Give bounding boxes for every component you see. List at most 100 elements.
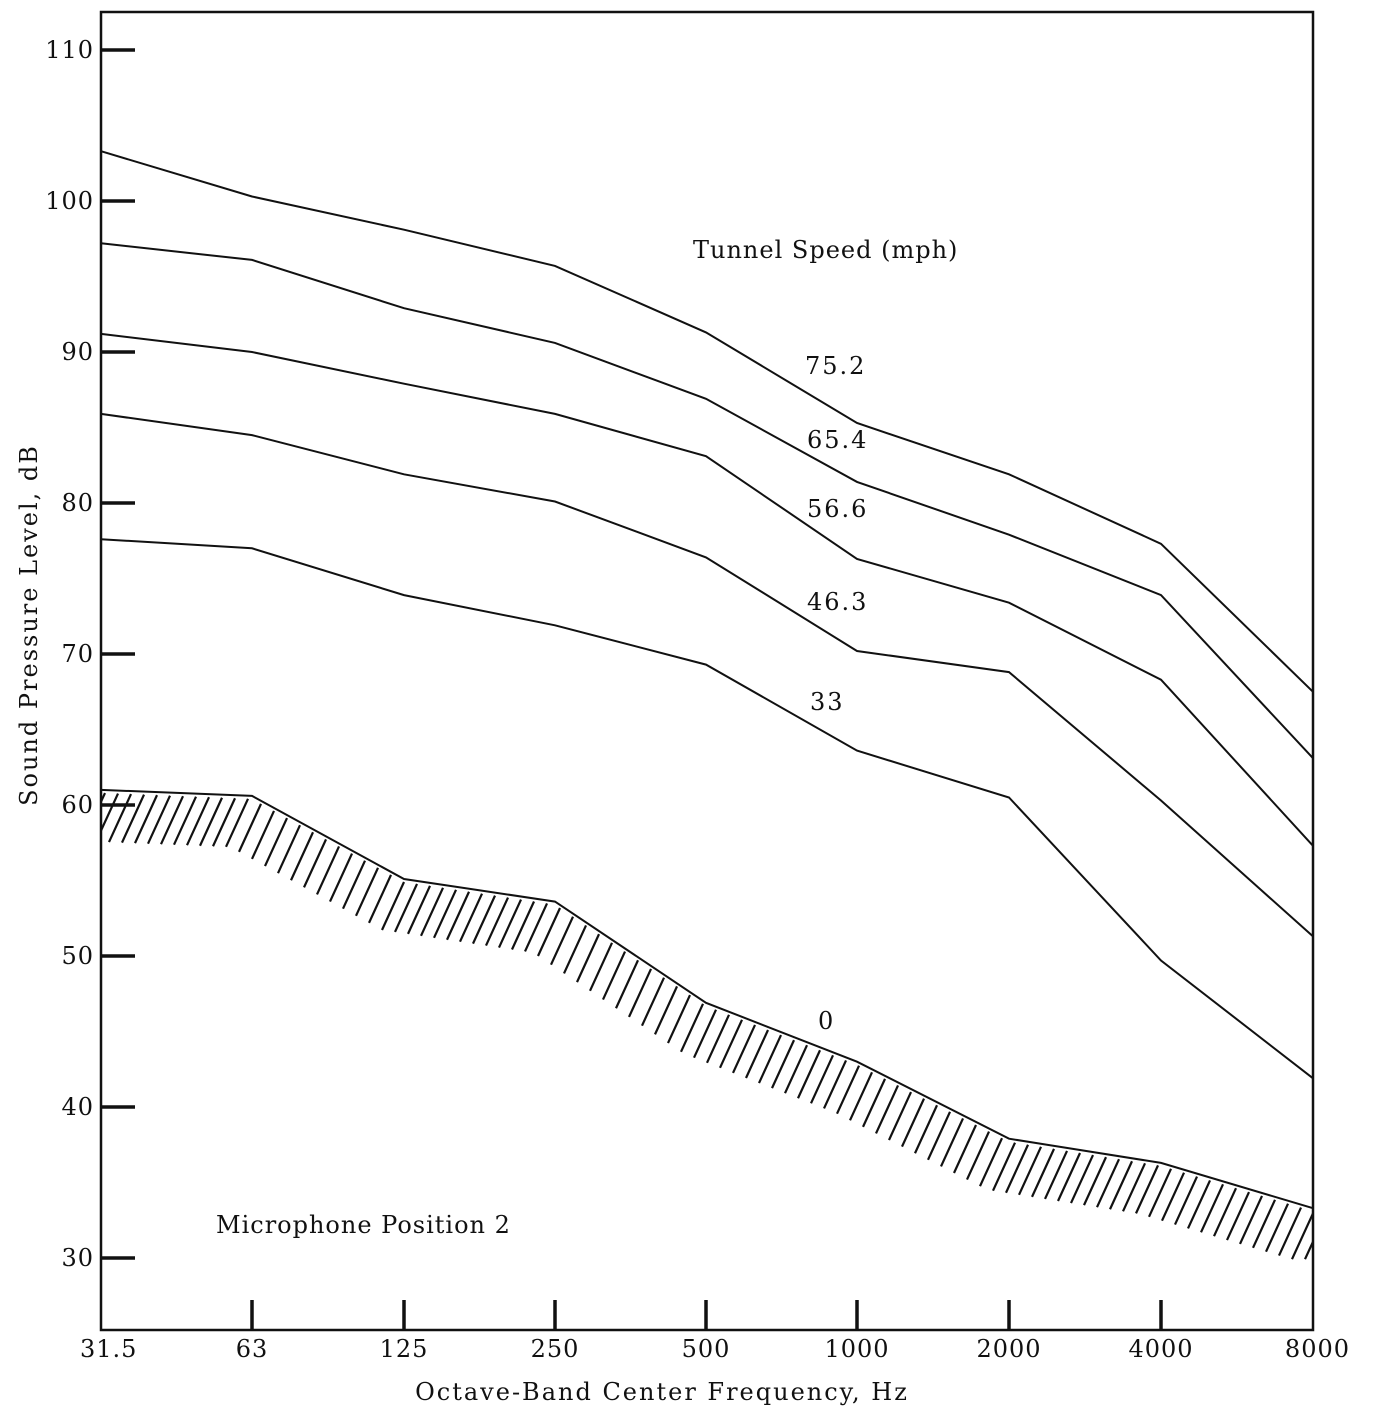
hatch-stroke bbox=[212, 797, 236, 847]
x-tick-label-63: 63 bbox=[236, 1335, 269, 1363]
hatch-stroke bbox=[1044, 1150, 1068, 1200]
series-line-65.4 bbox=[100, 242, 1314, 759]
x-tick-label-31.5: 31.5 bbox=[80, 1335, 137, 1363]
y-tick-label-100: 100 bbox=[45, 187, 94, 215]
hatch-stroke bbox=[225, 798, 249, 848]
series-label-75.2: 75.2 bbox=[805, 352, 866, 380]
hatch-stroke bbox=[771, 1039, 795, 1089]
series-line-0 bbox=[100, 788, 1314, 1210]
series-label-46.3: 46.3 bbox=[807, 588, 868, 616]
hatch-stroke bbox=[1083, 1156, 1107, 1206]
hatch-stroke bbox=[849, 1071, 873, 1121]
hatch-stroke bbox=[1057, 1152, 1081, 1202]
hatch-stroke bbox=[186, 796, 210, 846]
hatch-stroke bbox=[251, 810, 275, 860]
x-axis: 31.5 63 125 250 500 1000 2000 4000 8000 bbox=[80, 1300, 1350, 1363]
hatch-stroke bbox=[953, 1124, 977, 1174]
hatch-stroke bbox=[745, 1029, 769, 1079]
hatch-stroke bbox=[1161, 1172, 1185, 1222]
hatch-stroke bbox=[1096, 1158, 1120, 1208]
hatch-stroke bbox=[875, 1085, 899, 1134]
hatch-stroke bbox=[667, 994, 691, 1044]
hatch-stroke bbox=[615, 959, 639, 1009]
hatch-stroke bbox=[1031, 1148, 1055, 1198]
hatch-stroke bbox=[1070, 1154, 1094, 1204]
hatch-stroke bbox=[1200, 1183, 1224, 1233]
hatch-stroke bbox=[940, 1117, 964, 1167]
hatch-stroke bbox=[836, 1065, 860, 1115]
x-axis-title: Octave-Band Center Frequency, Hz bbox=[415, 1378, 909, 1406]
series-lines bbox=[100, 150, 1314, 1210]
x-tick-label-2000: 2000 bbox=[976, 1335, 1041, 1363]
x-tick-label-250: 250 bbox=[531, 1335, 580, 1363]
hatch-stroke bbox=[576, 933, 600, 983]
y-axis: 30 40 50 60 70 80 90 100 110 bbox=[45, 36, 135, 1272]
hatch-stroke bbox=[1109, 1160, 1133, 1210]
hatch-stroke bbox=[602, 951, 626, 1000]
hatch-stroke bbox=[1018, 1146, 1042, 1196]
hatch-stroke bbox=[1278, 1207, 1302, 1257]
hatch-stroke bbox=[121, 794, 145, 844]
hatch-stroke bbox=[589, 942, 613, 992]
hatch-stroke bbox=[147, 795, 171, 845]
hatch-stroke bbox=[550, 916, 574, 966]
hatch-stroke bbox=[446, 891, 470, 941]
hatch-stroke bbox=[758, 1034, 782, 1084]
hatch-stroke bbox=[706, 1014, 730, 1064]
hatch-stroke bbox=[329, 853, 353, 903]
hatch-stroke bbox=[498, 899, 522, 948]
hatch-stroke bbox=[342, 860, 366, 910]
hatch-stroke bbox=[524, 902, 548, 952]
hatch-stroke bbox=[485, 897, 509, 947]
hatch-stroke bbox=[303, 838, 327, 888]
hatch-stroke bbox=[784, 1044, 808, 1094]
x-tick-label-500: 500 bbox=[682, 1335, 731, 1363]
hatch-stroke bbox=[914, 1104, 938, 1154]
y-tick-label-30: 30 bbox=[61, 1244, 94, 1272]
series-line-75.2 bbox=[100, 150, 1314, 693]
series-line-56.6 bbox=[100, 332, 1314, 847]
hatch-stroke bbox=[238, 803, 262, 853]
hatch-stroke bbox=[979, 1137, 1003, 1187]
x-tick-label-1000: 1000 bbox=[824, 1335, 889, 1363]
hatch-stroke bbox=[810, 1054, 834, 1104]
hatch-stroke bbox=[927, 1111, 951, 1161]
x-tick-label-125: 125 bbox=[380, 1335, 429, 1363]
hatch-stroke bbox=[823, 1059, 847, 1109]
hatch-stroke bbox=[381, 881, 405, 931]
y-tick-label-90: 90 bbox=[61, 338, 94, 366]
hatch-stroke bbox=[641, 977, 665, 1027]
x-tick-label-4000: 4000 bbox=[1128, 1335, 1193, 1363]
series-line-46.3 bbox=[100, 412, 1314, 938]
hatch-stroke bbox=[992, 1142, 1016, 1192]
x-tick-label-8000: 8000 bbox=[1285, 1335, 1350, 1363]
hatch-stroke bbox=[101, 793, 119, 834]
plot-frame bbox=[99, 10, 1315, 1332]
hatch-stroke bbox=[654, 985, 678, 1035]
hatch-stroke bbox=[433, 889, 457, 939]
hatch-stroke bbox=[1187, 1180, 1211, 1229]
hatch-stroke bbox=[407, 885, 431, 935]
hatch-stroke bbox=[901, 1098, 925, 1148]
hatch-stroke bbox=[1265, 1203, 1289, 1253]
hatch-stroke bbox=[160, 795, 184, 845]
hatch-stroke bbox=[472, 895, 496, 945]
hatch-stroke bbox=[108, 793, 132, 843]
hatch-stroke bbox=[368, 874, 392, 924]
hatch-stroke bbox=[199, 797, 223, 847]
hatch-stroke bbox=[1122, 1162, 1146, 1212]
annotation-microphone-position: Microphone Position 2 bbox=[216, 1211, 511, 1239]
series-label-65.4: 65.4 bbox=[807, 426, 868, 454]
hatch-stroke bbox=[693, 1009, 717, 1059]
hatch-stroke bbox=[1148, 1168, 1172, 1218]
hatch-stroke bbox=[316, 846, 340, 895]
y-tick-label-50: 50 bbox=[61, 942, 94, 970]
y-tick-label-40: 40 bbox=[61, 1093, 94, 1121]
hatch-stroke bbox=[862, 1078, 886, 1128]
hatch-stroke bbox=[966, 1131, 990, 1181]
hatch-stroke bbox=[1135, 1164, 1159, 1214]
hatch-stroke bbox=[459, 893, 483, 943]
hatch-stroke bbox=[420, 887, 444, 937]
hatch-stroke bbox=[797, 1049, 821, 1099]
